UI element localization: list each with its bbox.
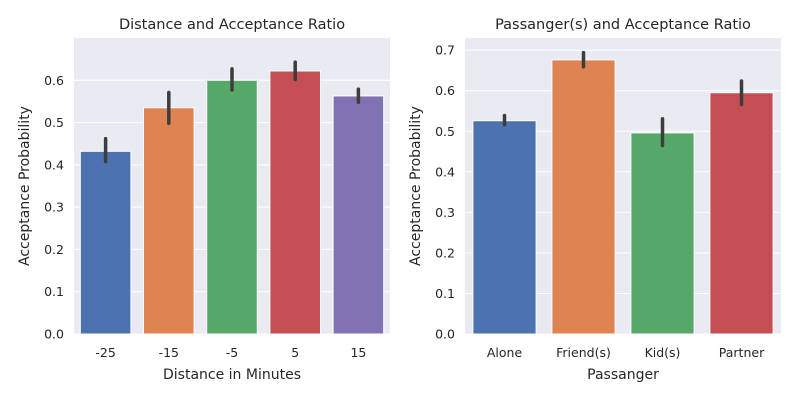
y-axis-label-passanger: Acceptance Probability <box>408 106 424 266</box>
y-tick-label-distance-6: 0.6 <box>44 73 64 88</box>
y-tick-label-passanger-0: 0.0 <box>435 327 455 342</box>
bar-distance-3 <box>269 70 321 335</box>
x-tick-label-distance-1: -15 <box>159 345 179 360</box>
x-tick-label-passanger-2: Kid(s) <box>645 345 681 360</box>
bar-distance-2 <box>206 79 258 335</box>
bar-passanger-3 <box>709 92 774 335</box>
x-axis-label-passanger: Passanger <box>587 367 659 383</box>
x-tick-label-passanger-1: Friend(s) <box>556 345 611 360</box>
x-tick-label-passanger-3: Partner <box>719 345 765 360</box>
y-tick-label-passanger-2: 0.2 <box>435 245 455 260</box>
bar-distance-4 <box>332 95 385 335</box>
y-tick-label-passanger-7: 0.7 <box>435 43 455 58</box>
y-tick-label-distance-0: 0.0 <box>44 327 64 342</box>
y-tick-label-passanger-3: 0.3 <box>435 205 455 220</box>
y-axis-label-distance: Acceptance Probability <box>17 106 33 266</box>
y-tick-label-passanger-1: 0.1 <box>435 286 455 301</box>
x-tick-label-passanger-0: Alone <box>487 345 523 360</box>
chart-distance: 0.0 0.1 0.2 0.3 0.4 0.5 0.6 -25 -15 -5 5 15 Distan… <box>17 17 390 383</box>
y-tick-label-passanger-5: 0.5 <box>435 124 455 139</box>
y-tick-label-passanger-6: 0.6 <box>435 83 455 98</box>
chart-title-passanger: Passanger(s) and Acceptance Ratio <box>495 17 751 33</box>
bar-distance-0 <box>79 150 132 335</box>
bar-passanger-1 <box>551 59 616 335</box>
x-ticks-distance: -25 -15 -5 5 15 <box>95 345 366 360</box>
y-tick-label-distance-1: 0.1 <box>44 284 64 299</box>
y-tick-label-distance-3: 0.3 <box>44 200 64 215</box>
bars-passanger <box>472 50 774 335</box>
bar-distance-1 <box>143 107 195 335</box>
chart-passanger: 0.0 0.1 0.2 0.3 0.4 0.5 0.6 0.7 Alone Friend(s) K… <box>408 17 781 383</box>
y-tick-label-distance-5: 0.5 <box>44 115 64 130</box>
x-tick-label-distance-3: 5 <box>291 345 299 360</box>
y-ticks-passanger: 0.0 0.1 0.2 0.3 0.4 0.5 0.6 0.7 <box>435 43 455 342</box>
chart-title-distance: Distance and Acceptance Ratio <box>119 17 345 33</box>
x-tick-label-distance-4: 15 <box>350 345 366 360</box>
x-tick-label-distance-2: -5 <box>226 345 238 360</box>
x-axis-label-distance: Distance in Minutes <box>163 367 301 383</box>
x-tick-label-distance-0: -25 <box>95 345 115 360</box>
x-ticks-passanger: Alone Friend(s) Kid(s) Partner <box>487 345 765 360</box>
bar-passanger-2 <box>630 132 695 335</box>
y-tick-label-passanger-4: 0.4 <box>435 164 455 179</box>
bars-distance <box>79 60 385 335</box>
y-tick-label-distance-4: 0.4 <box>44 157 64 172</box>
bar-passanger-0 <box>472 120 537 335</box>
y-tick-label-distance-2: 0.2 <box>44 242 64 257</box>
y-ticks-distance: 0.0 0.1 0.2 0.3 0.4 0.5 0.6 <box>44 73 64 342</box>
